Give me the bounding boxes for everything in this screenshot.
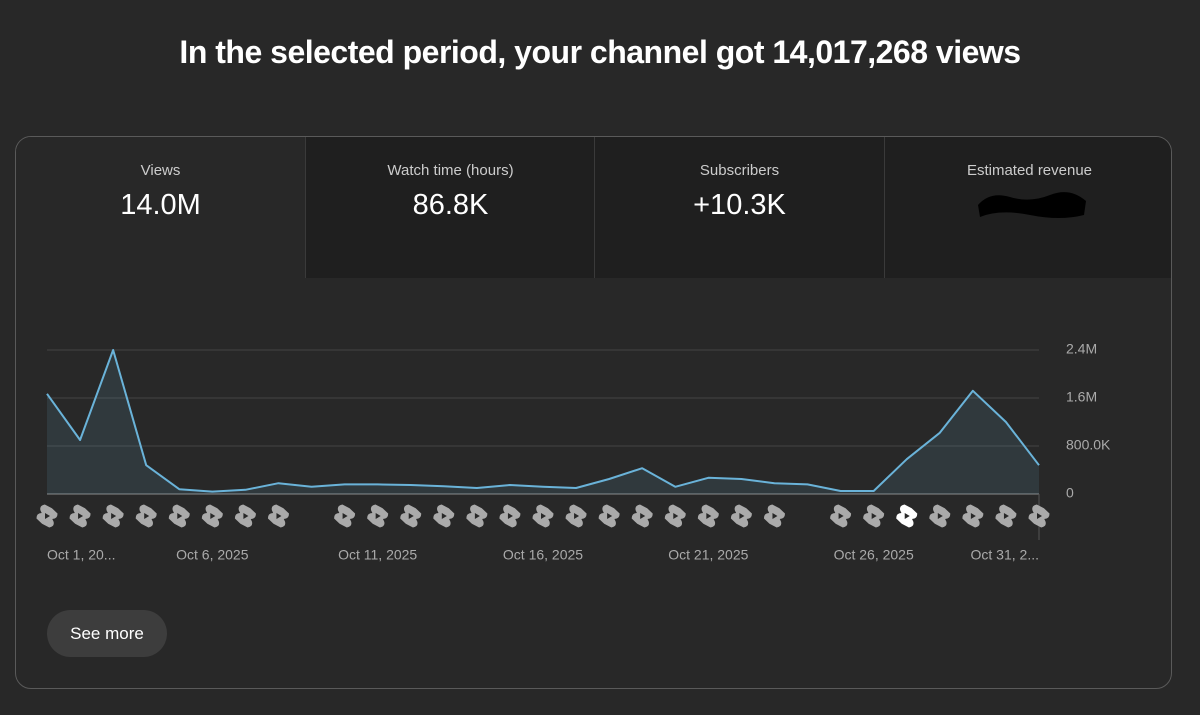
shorts-play xyxy=(1037,513,1042,519)
shorts-icon[interactable] xyxy=(398,503,423,528)
shorts-icon[interactable] xyxy=(531,503,556,528)
shorts-icon[interactable] xyxy=(762,503,787,528)
metric-tab[interactable]: Subscribers +10.3K xyxy=(594,137,884,278)
shorts-icon[interactable] xyxy=(464,503,489,528)
shorts-icon[interactable] xyxy=(597,503,622,528)
y-tick-label: 1.6M xyxy=(1066,389,1097,405)
metric-label: Views xyxy=(140,162,181,179)
metric-value: 86.8K xyxy=(412,189,489,221)
x-tick-label: Oct 1, 20... xyxy=(47,547,115,563)
shorts-play xyxy=(937,513,943,519)
shorts-play xyxy=(45,513,50,519)
see-more-button[interactable]: See more xyxy=(47,610,167,657)
y-tick-label: 800.0K xyxy=(1066,437,1111,453)
shorts-play xyxy=(408,513,414,519)
shorts-icon[interactable] xyxy=(35,503,60,528)
analytics-card: Views 14.0M Watch time (hours) 86.8K Subsc… xyxy=(15,136,1172,689)
shorts-icon[interactable] xyxy=(167,503,192,528)
shorts-play xyxy=(607,513,613,519)
metric-value: 14.0M xyxy=(120,189,201,221)
shorts-icon[interactable] xyxy=(431,503,456,528)
metric-label: Subscribers xyxy=(699,162,780,179)
shorts-icon[interactable] xyxy=(101,503,126,528)
shorts-play xyxy=(78,513,84,519)
shorts-icon[interactable] xyxy=(1027,503,1052,528)
x-tick-label: Oct 31, 2... xyxy=(971,547,1039,563)
shorts-icon[interactable] xyxy=(68,503,93,528)
x-tick-label: Oct 21, 2025 xyxy=(668,547,748,563)
metric-tab[interactable]: Views 14.0M xyxy=(16,137,305,278)
page-title: In the selected period, your channel got… xyxy=(179,34,1021,70)
shorts-play xyxy=(772,513,778,519)
shorts-icon[interactable] xyxy=(960,503,985,528)
shorts-play xyxy=(541,513,546,519)
y-tick-label: 0 xyxy=(1066,485,1074,501)
metric-label: Watch time (hours) xyxy=(387,162,514,179)
shorts-play xyxy=(507,513,513,519)
shorts-play xyxy=(177,513,183,519)
shorts-icon[interactable] xyxy=(927,503,952,528)
shorts-play xyxy=(970,513,976,519)
shorts-play xyxy=(739,513,745,519)
shorts-icon[interactable] xyxy=(630,503,655,528)
line xyxy=(46,349,1040,493)
metric-label: Estimated revenue xyxy=(966,162,1093,179)
y-tick-label: 2.4M xyxy=(1066,341,1097,357)
shorts-icon[interactable] xyxy=(828,503,853,528)
shorts-icon[interactable] xyxy=(200,503,225,528)
shorts-icon[interactable] xyxy=(498,503,523,528)
shorts-icon[interactable] xyxy=(564,503,589,528)
redaction xyxy=(978,192,1086,218)
shorts-icon[interactable] xyxy=(134,503,159,528)
shorts-icon[interactable] xyxy=(233,503,258,528)
shorts-icon[interactable] xyxy=(332,503,357,528)
shorts-play xyxy=(342,513,348,519)
shorts-play xyxy=(111,513,117,519)
shorts-play xyxy=(243,513,249,519)
shorts-icon[interactable] xyxy=(894,503,919,528)
shorts-play xyxy=(441,513,447,519)
shorts-icon[interactable] xyxy=(696,503,721,528)
shorts-play xyxy=(640,513,646,519)
shorts-play xyxy=(144,513,150,519)
x-tick-label: Oct 6, 2025 xyxy=(176,547,249,563)
shorts-icon[interactable] xyxy=(994,503,1019,528)
shorts-play xyxy=(838,513,844,519)
shorts-icon[interactable] xyxy=(861,503,886,528)
shorts-play xyxy=(574,513,580,519)
shorts-play xyxy=(871,513,877,519)
metric-tab[interactable]: Estimated revenue xyxy=(884,137,1171,278)
x-tick-label: Oct 26, 2025 xyxy=(834,547,914,563)
shorts-play xyxy=(375,513,381,519)
x-tick-label: Oct 11, 2025 xyxy=(338,547,417,563)
shorts-play xyxy=(210,513,216,519)
metric-tab[interactable]: Watch time (hours) 86.8K xyxy=(305,137,595,278)
shorts-play xyxy=(904,513,910,519)
shorts-play xyxy=(706,513,712,519)
shorts-play xyxy=(1003,513,1009,519)
shorts-play xyxy=(673,513,679,519)
shorts-icon[interactable] xyxy=(266,503,291,528)
shorts-icon[interactable] xyxy=(663,503,688,528)
shorts-icon[interactable] xyxy=(365,503,390,528)
metric-value: +10.3K xyxy=(693,189,786,221)
area xyxy=(47,350,1039,494)
shorts-play xyxy=(276,513,282,519)
x-tick-label: Oct 16, 2025 xyxy=(503,547,583,563)
shorts-icon[interactable] xyxy=(729,503,754,528)
shorts-play xyxy=(474,513,480,519)
